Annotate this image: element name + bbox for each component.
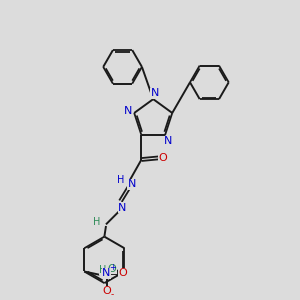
Text: H: H [93,217,100,227]
Text: O: O [107,264,116,274]
Text: O: O [102,286,111,296]
Text: -: - [111,290,114,299]
Text: O: O [118,268,127,278]
Text: N: N [164,136,172,146]
Text: N: N [102,268,111,278]
Text: N: N [124,106,133,116]
Text: O: O [159,153,167,163]
Text: H: H [99,265,106,275]
Text: H: H [118,175,125,184]
Text: N: N [118,202,127,213]
Text: N: N [128,179,136,189]
Text: N: N [151,88,159,98]
Text: +: + [109,263,116,272]
